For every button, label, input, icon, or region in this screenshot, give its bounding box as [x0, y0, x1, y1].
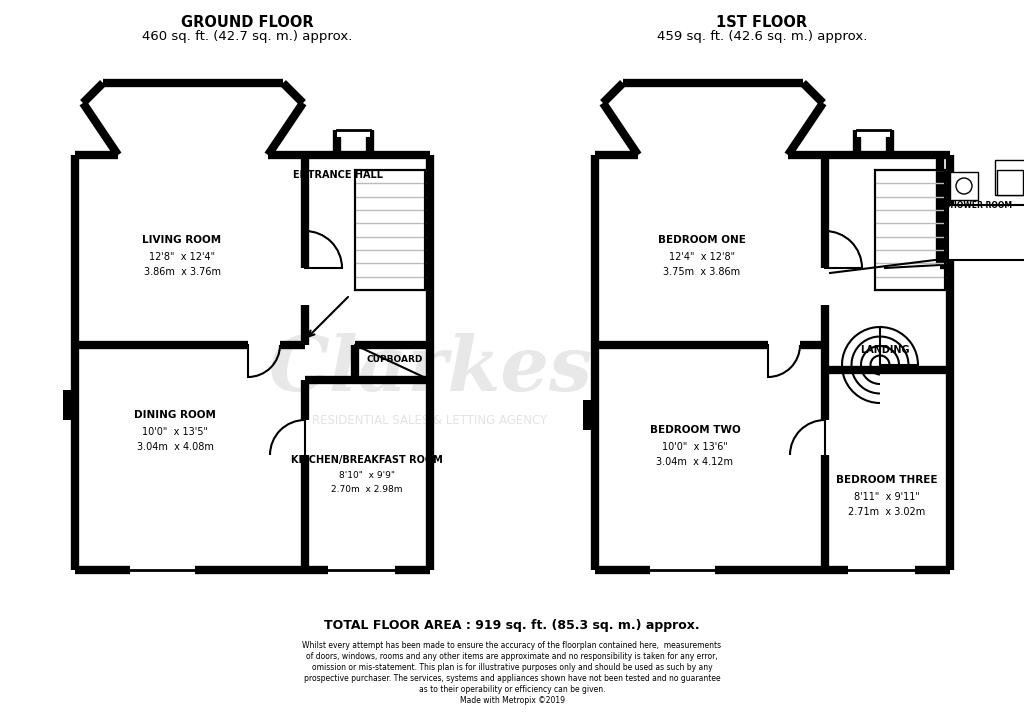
Text: of doors, windows, rooms and any other items are approximate and no responsibili: of doors, windows, rooms and any other i… [306, 652, 718, 661]
Bar [948, 205, 1024, 260]
Text: Clarkes: Clarkes [268, 333, 592, 407]
Bar [63, 390, 75, 420]
Polygon shape [75, 155, 305, 570]
Polygon shape [305, 380, 430, 570]
Text: 460 sq. ft. (42.7 sq. m.) approx.: 460 sq. ft. (42.7 sq. m.) approx. [141, 30, 352, 43]
Bar [355, 170, 425, 290]
Circle shape [956, 178, 972, 194]
Bar [995, 160, 1024, 195]
Text: 3.86m  x 3.76m: 3.86m x 3.76m [143, 267, 220, 277]
Text: 8'10"  x 9'9": 8'10" x 9'9" [339, 472, 395, 480]
Text: 3.04m  x 4.12m: 3.04m x 4.12m [656, 457, 733, 467]
Text: 10'0"  x 13'5": 10'0" x 13'5" [142, 427, 208, 437]
Text: as to their operability or efficiency can be given.: as to their operability or efficiency ca… [419, 685, 605, 694]
Text: GROUND FLOOR: GROUND FLOOR [180, 15, 313, 30]
Polygon shape [825, 155, 950, 370]
Text: prospective purchaser. The services, systems and appliances shown have not been : prospective purchaser. The services, sys… [304, 674, 720, 683]
Polygon shape [603, 83, 823, 155]
Text: 2.70m  x 2.98m: 2.70m x 2.98m [331, 485, 402, 495]
Polygon shape [825, 415, 950, 570]
Text: 2.71m  x 3.02m: 2.71m x 3.02m [848, 507, 926, 517]
Text: Made with Metropix ©2019: Made with Metropix ©2019 [460, 696, 564, 705]
Text: 3.04m  x 4.08m: 3.04m x 4.08m [136, 442, 213, 452]
Polygon shape [305, 155, 430, 345]
Polygon shape [355, 345, 430, 380]
Text: LANDING: LANDING [860, 345, 909, 355]
Text: omission or mis-statement. This plan is for illustrative purposes only and shoul: omission or mis-statement. This plan is … [311, 663, 713, 672]
Text: 12'8"  x 12'4": 12'8" x 12'4" [148, 252, 215, 262]
Text: ENTRANCE HALL: ENTRANCE HALL [293, 170, 383, 180]
Bar [874, 170, 945, 290]
Text: BEDROOM THREE: BEDROOM THREE [837, 475, 938, 485]
Text: 3.75m  x 3.86m: 3.75m x 3.86m [664, 267, 740, 277]
Text: 10'0"  x 13'6": 10'0" x 13'6" [663, 442, 728, 452]
Text: 8'11"  x 9'11": 8'11" x 9'11" [854, 492, 920, 502]
Text: 1ST FLOOR: 1ST FLOOR [717, 15, 808, 30]
Text: CUPBOARD: CUPBOARD [367, 356, 423, 364]
Polygon shape [83, 83, 303, 155]
Text: 12'4"  x 12'8": 12'4" x 12'8" [669, 252, 735, 262]
Bar [583, 400, 595, 430]
Text: DINING ROOM: DINING ROOM [134, 410, 216, 420]
Text: 459 sq. ft. (42.6 sq. m.) approx.: 459 sq. ft. (42.6 sq. m.) approx. [656, 30, 867, 43]
Text: TOTAL FLOOR AREA : 919 sq. ft. (85.3 sq. m.) approx.: TOTAL FLOOR AREA : 919 sq. ft. (85.3 sq.… [325, 619, 699, 632]
Text: BEDROOM ONE: BEDROOM ONE [658, 235, 745, 245]
Polygon shape [595, 155, 825, 345]
Text: KITCHEN/BREAKFAST ROOM: KITCHEN/BREAKFAST ROOM [291, 455, 442, 465]
Text: SHOWER ROOM: SHOWER ROOM [945, 200, 1012, 210]
Polygon shape [997, 170, 1023, 195]
Text: Whilst every attempt has been made to ensure the accuracy of the floorplan conta: Whilst every attempt has been made to en… [302, 641, 722, 650]
Text: BEDROOM TWO: BEDROOM TWO [649, 425, 740, 435]
Text: RESIDENTIAL SALES & LETTING AGENCY: RESIDENTIAL SALES & LETTING AGENCY [312, 414, 548, 427]
Polygon shape [940, 155, 950, 265]
Polygon shape [595, 345, 825, 570]
Text: LIVING ROOM: LIVING ROOM [142, 235, 221, 245]
Bar [950, 172, 978, 200]
